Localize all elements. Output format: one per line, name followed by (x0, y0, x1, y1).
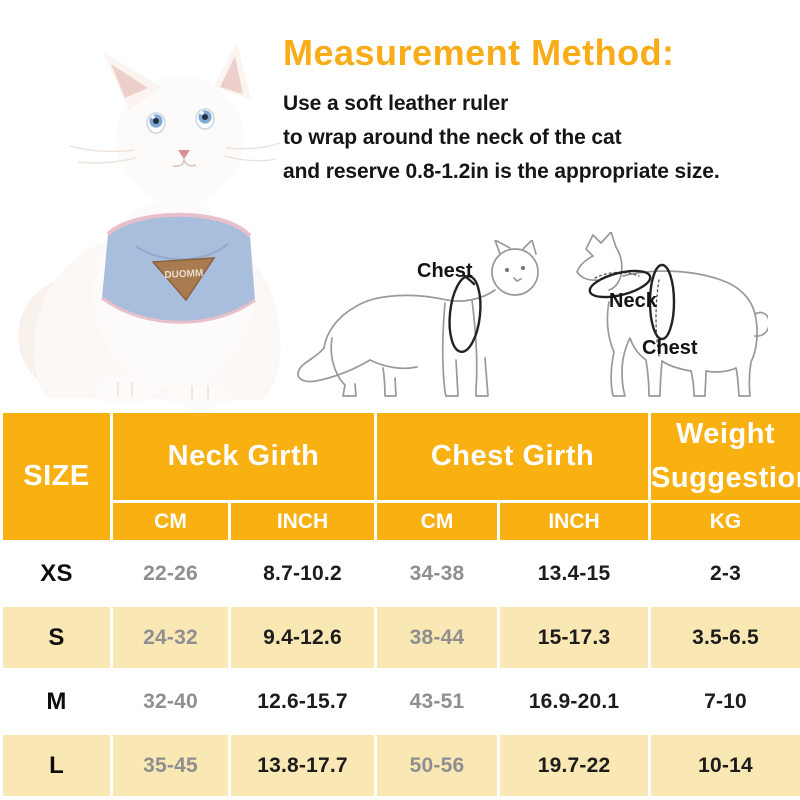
weight-kg-value: 7-10 (648, 668, 800, 735)
header-neck-girth: Neck Girth (109, 410, 378, 503)
chest-cm-value: 38-44 (374, 604, 501, 671)
chest-inch-value: 13.4-15 (497, 540, 652, 607)
header-unit-chest-inch: INCH (497, 500, 652, 543)
measurement-line-1: Use a soft leather ruler (283, 91, 509, 115)
neck-inch-value: 8.7-10.2 (227, 540, 378, 607)
dog-measurement-diagram: Neck Chest (563, 231, 770, 400)
harness-tag (151, 257, 216, 302)
weight-kg-value: 3.5-6.5 (648, 604, 800, 671)
header-unit-neck-inch: INCH (227, 500, 378, 543)
chest-cm-value: 43-51 (374, 668, 501, 735)
chest-inch-value: 16.9-20.1 (497, 668, 652, 735)
harness-tag-label: DUOMM (164, 268, 203, 281)
neck-inch-value: 13.8-17.7 (227, 732, 378, 799)
chest-inch-value: 19.7-22 (497, 732, 652, 799)
dog-sketch-illustration (576, 231, 770, 397)
weight-kg-value: 10-14 (648, 732, 800, 799)
table-row-xs: XS 22-26 8.7-10.2 34-38 13.4-15 2-3 (0, 540, 800, 607)
measurement-line-2: to wrap around the neck of the cat (283, 125, 622, 149)
header-unit-chest-cm: CM (374, 500, 501, 543)
neck-inch-value: 12.6-15.7 (227, 668, 378, 735)
header-chest-girth: Chest Girth (374, 410, 652, 503)
size-label: L (0, 732, 113, 799)
size-chart-table: SIZE Neck Girth Chest Girth Weight Sugge… (0, 410, 800, 799)
measurement-method: Measurement Method: Use a soft leather r… (283, 33, 795, 195)
neck-cm-value: 24-32 (110, 604, 231, 671)
neck-cm-value: 22-26 (110, 540, 231, 607)
chest-cm-value: 50-56 (374, 732, 501, 799)
size-label: S (0, 604, 113, 671)
size-label: M (0, 668, 113, 735)
table-row-m: M 32-40 12.6-15.7 43-51 16.9-20.1 7-10 (0, 668, 800, 735)
size-label: XS (0, 540, 113, 607)
dog-neck-label: Neck (609, 290, 657, 312)
header-weight-line1: Weight (675, 418, 776, 450)
measurement-line-3: and reserve 0.8-1.2in is the appropriate… (283, 159, 720, 183)
chest-cm-value: 34-38 (374, 540, 501, 607)
header-size: SIZE (0, 410, 113, 543)
header-unit-neck-cm: CM (110, 500, 231, 543)
cat-photo: DUOMM (8, 38, 308, 410)
weight-kg-value: 2-3 (648, 540, 800, 607)
table-row-l: L 35-45 13.8-17.7 50-56 19.7-22 10-14 (0, 732, 800, 799)
measurement-title: Measurement Method: (283, 32, 675, 73)
cat-sketch-illustration (297, 239, 539, 397)
neck-inch-value: 9.4-12.6 (227, 604, 378, 671)
header-weight-line2: Suggestion (651, 461, 800, 494)
neck-cm-value: 35-45 (110, 732, 231, 799)
dog-chest-label: Chest (642, 337, 698, 359)
header-weight-suggestion: Weight Suggestion (648, 410, 800, 503)
chest-inch-value: 15-17.3 (497, 604, 652, 671)
table-row-s: S 24-32 9.4-12.6 38-44 15-17.3 3.5-6.5 (0, 604, 800, 671)
cat-measurement-diagram: Chest (295, 239, 540, 400)
header-unit-kg: KG (648, 500, 800, 543)
neck-cm-value: 32-40 (110, 668, 231, 735)
cat-chest-label: Chest (417, 260, 473, 282)
cat-photo-illustration: DUOMM (18, 42, 281, 409)
